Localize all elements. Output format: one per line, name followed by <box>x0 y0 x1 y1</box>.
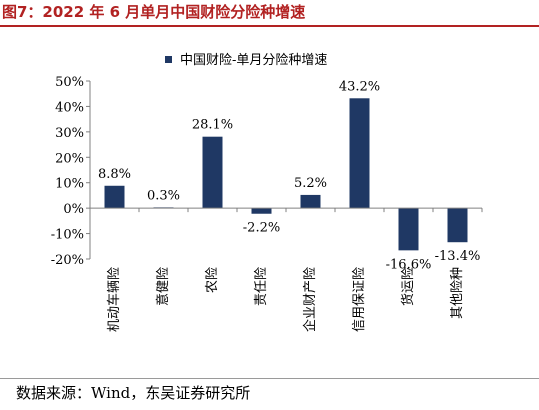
bar <box>398 208 419 251</box>
bar <box>104 185 125 209</box>
category-labels: 机动车辆险 意健险 农险 责任险 企业财产险 信用保证险 货运险 其他险种 <box>106 267 465 332</box>
y-tick-label: -10% <box>51 228 84 243</box>
bar <box>251 208 272 214</box>
bar <box>300 194 321 209</box>
legend-swatch <box>165 56 172 63</box>
data-label: 8.8% <box>98 167 131 182</box>
y-tick-label: 20% <box>55 151 84 166</box>
data-label: -13.4% <box>435 249 481 264</box>
category-label: 信用保证险 <box>352 267 367 332</box>
y-tick-label: 40% <box>55 100 84 115</box>
data-label: 28.1% <box>192 118 233 133</box>
bars <box>104 98 468 251</box>
chart-legend: 中国财险-单月分险种增速 <box>165 53 327 68</box>
y-tick-label: 10% <box>55 177 84 192</box>
bar <box>349 98 370 209</box>
y-tick-label: 30% <box>55 126 84 141</box>
category-label: 货运险 <box>400 267 416 306</box>
category-label: 意健险 <box>155 267 171 306</box>
data-label: -2.2% <box>243 221 280 236</box>
data-label: 43.2% <box>339 79 380 94</box>
y-tick-label: -20% <box>51 253 84 268</box>
source-note: 数据来源：Wind，东吴证券研究所 <box>0 378 539 410</box>
data-label: -16.6% <box>386 257 432 272</box>
data-label: 5.2% <box>294 176 327 191</box>
category-label: 责任险 <box>254 267 269 306</box>
legend-label: 中国财险-单月分险种增速 <box>180 53 327 68</box>
y-axis: -20% -10% 0% 10% 20% 30% 40% 50% <box>51 75 91 268</box>
data-label: 0.3% <box>147 188 180 203</box>
category-label: 机动车辆险 <box>106 267 122 332</box>
bar <box>202 136 223 209</box>
data-labels: 8.8% 0.3% 28.1% -2.2% 5.2% 43.2% -16.6%-13.4% <box>98 79 480 272</box>
x-axis <box>89 207 483 213</box>
bar <box>447 208 468 243</box>
category-label: 农险 <box>205 267 220 293</box>
bar-chart: 中国财险-单月分险种增速 -20% -10% 0% 10% 20% 30% 40% 50% 机… <box>51 53 483 332</box>
figure-title: 图7：2022 年 6 月单月中国财险分险种增速 <box>0 0 539 27</box>
y-tick-label: 50% <box>55 75 84 90</box>
y-tick-label: 0% <box>63 202 84 217</box>
category-label: 其他险种 <box>450 267 465 319</box>
category-label: 企业财产险 <box>302 267 318 332</box>
